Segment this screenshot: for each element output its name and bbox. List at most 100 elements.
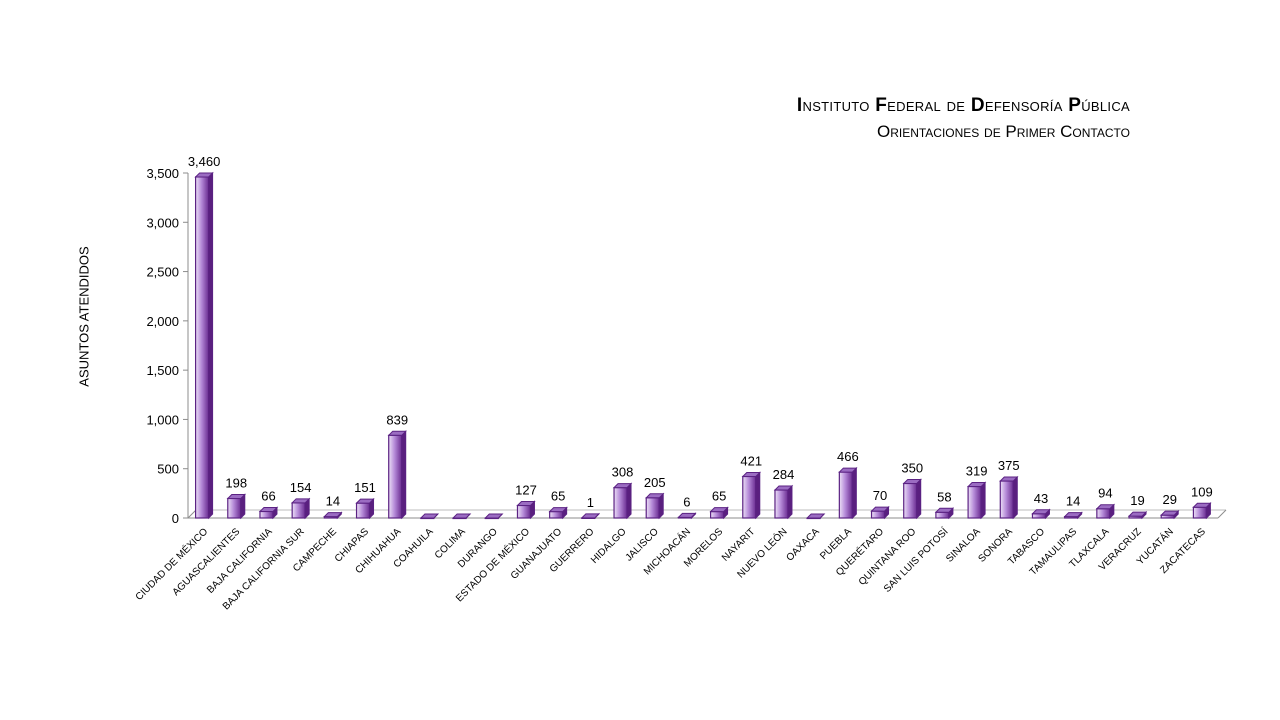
bar-top [999,476,1019,482]
bar-top [966,482,987,488]
bar-front [1031,513,1047,519]
bar-top [934,507,955,513]
bar-side [401,430,407,520]
title-part-1: Instituto [796,95,876,116]
bar-top [548,507,568,513]
data-label: 127 [515,482,537,497]
bar-front [355,502,371,519]
bar [1095,503,1116,520]
bar [580,512,601,520]
bar [1127,510,1148,520]
floor-right-edge [1217,509,1227,519]
bar [1031,508,1051,520]
bar-side [916,478,922,520]
x-tick-label: OAXACA [785,526,822,563]
bar [741,471,761,520]
bar [323,511,343,520]
data-label: 66 [261,488,275,503]
bar-front [194,176,210,519]
bar-side [851,466,857,520]
bar-top [226,493,246,499]
data-label: 65 [712,489,726,504]
bar [194,171,214,520]
title-part-4: Pública [1068,95,1130,116]
bar [419,513,440,520]
bar [773,484,794,520]
bar-top [194,172,214,178]
bar-front [516,504,532,519]
bar [902,478,922,520]
bar [999,475,1019,520]
data-label: 151 [354,480,376,495]
data-label: 154 [290,480,312,495]
bar [290,497,311,520]
bar [1192,502,1212,520]
data-label: 205 [644,475,666,490]
data-label: 350 [901,461,923,476]
bar-front [935,511,950,519]
bar-top [870,506,890,512]
bar-top [580,513,601,519]
bars [194,171,1212,520]
data-label: 421 [740,454,762,469]
y-tick-label: 3,000 [146,215,179,230]
bar-top [290,498,311,504]
bar [805,513,826,520]
bar-top [805,513,826,519]
y-tick-label: 3,500 [146,166,179,181]
bar-side [1012,475,1018,520]
data-label: 198 [225,475,247,490]
bar [355,497,375,520]
bar-top [612,483,633,489]
bar [838,466,858,520]
bar-front [1096,508,1111,519]
bar-top [645,493,665,499]
data-label: 94 [1098,486,1112,501]
bar [677,512,697,520]
bar-top [258,506,279,512]
bar [709,506,729,520]
bar-front [903,482,918,519]
chart-title-block: Instituto Federal de Defensoría Pública … [797,94,1130,143]
data-label: 284 [773,467,795,482]
bar-side [626,482,632,520]
y-tick-label: 500 [157,462,179,477]
data-label: 319 [966,464,988,479]
chart-subtitle: Orientaciones de Primer Contacto [876,122,1130,141]
data-label: 70 [873,488,887,503]
bar-top [709,507,729,513]
floor-left-edge [187,509,197,519]
bar-front [967,485,982,519]
data-label: 375 [998,458,1020,473]
bar-front [645,497,660,519]
bar [387,430,407,520]
data-label: 6 [683,494,690,509]
bar-side [787,484,793,520]
bar [258,506,279,520]
y-tick-label: 2,000 [146,314,179,329]
data-label: 58 [937,489,951,504]
bar [645,492,665,520]
data-label: 466 [837,449,859,464]
title-part-3: Defensoría [970,95,1069,116]
bar-front [1192,506,1208,519]
bar [548,506,568,520]
title-part-2: Federal de [875,95,971,116]
bar [226,493,246,520]
data-label: 14 [326,494,340,509]
bar-top [741,472,761,478]
y-tick-label: 1,500 [146,363,179,378]
bar-top [1127,511,1148,517]
chart-title: Instituto Federal de Defensoría Pública [797,94,1130,118]
bar [870,505,890,520]
data-label: 109 [1191,484,1213,499]
data-label: 3,460 [188,154,221,169]
x-tick-label: HIDALGO [589,526,629,566]
bar-front [999,480,1014,519]
bar [1063,511,1083,520]
bar-top [838,467,858,473]
bar [934,507,955,520]
axes: 0 500 1,000 1,500 2,000 2,500 3,000 3,500 [146,166,1227,526]
